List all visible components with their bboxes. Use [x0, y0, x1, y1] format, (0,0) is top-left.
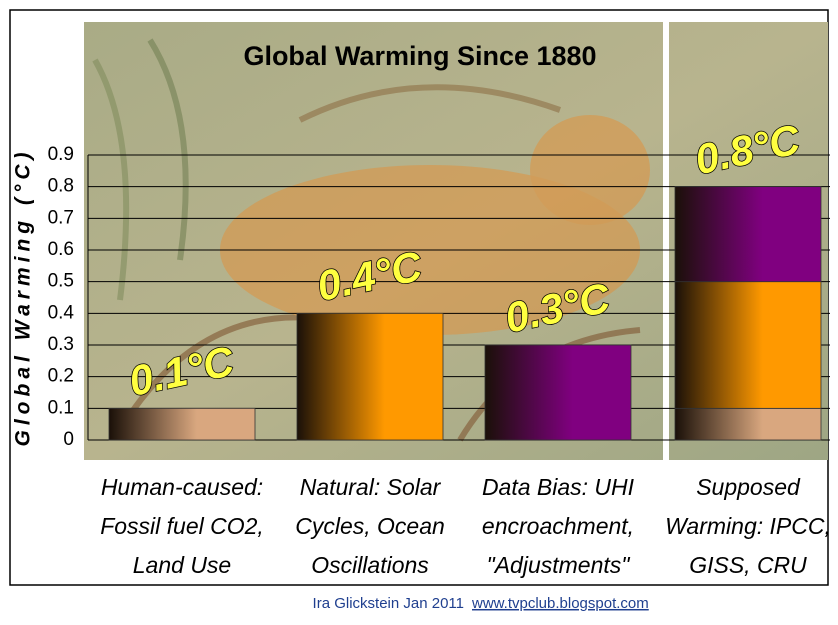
bar-segment: [108, 407, 256, 441]
x-tick-label: "Adjustments": [487, 552, 632, 578]
y-tick-label: 0.6: [48, 239, 74, 260]
bar-segment: [674, 186, 822, 283]
x-tick-label: Oscillations: [311, 552, 429, 578]
y-tick-label: 0.3: [48, 334, 74, 355]
bar-segment: [674, 407, 822, 441]
x-tick-label: Natural: Solar: [300, 474, 442, 500]
x-tick-label: Human-caused:: [101, 474, 263, 500]
x-tick-label: Supposed: [696, 474, 801, 500]
bar-segment: [674, 281, 822, 409]
y-tick-label: 0.8: [48, 176, 74, 197]
y-tick-label: 0.1: [48, 397, 74, 418]
y-tick-label: 0.7: [48, 207, 74, 228]
footer-link[interactable]: www.tvpclub.blogspot.com: [471, 595, 649, 612]
x-tick-label: encroachment,: [482, 513, 634, 539]
y-tick-label: 0.4: [48, 302, 75, 323]
x-tick-label: GISS, CRU: [689, 552, 807, 578]
x-tick-label: Warming: IPCC,: [665, 513, 831, 539]
x-tick-label: Cycles, Ocean: [295, 513, 445, 539]
y-tick-label: 0.5: [48, 271, 74, 292]
y-tick-label: 0.2: [48, 366, 74, 387]
bar-segment: [484, 344, 632, 441]
y-tick-label: 0.9: [48, 144, 74, 165]
x-tick-label: Fossil fuel CO2,: [100, 513, 264, 539]
y-tick-label: 0: [63, 429, 74, 450]
x-tick-label: Land Use: [133, 552, 231, 578]
footer-author: Ira Glickstein Jan 2011: [313, 595, 464, 612]
x-tick-label: Data Bias: UHI: [482, 474, 635, 500]
chart-title: Global Warming Since 1880: [243, 41, 596, 71]
bar-segment: [296, 312, 444, 441]
y-axis-label: Global Warming (°C): [12, 147, 35, 446]
